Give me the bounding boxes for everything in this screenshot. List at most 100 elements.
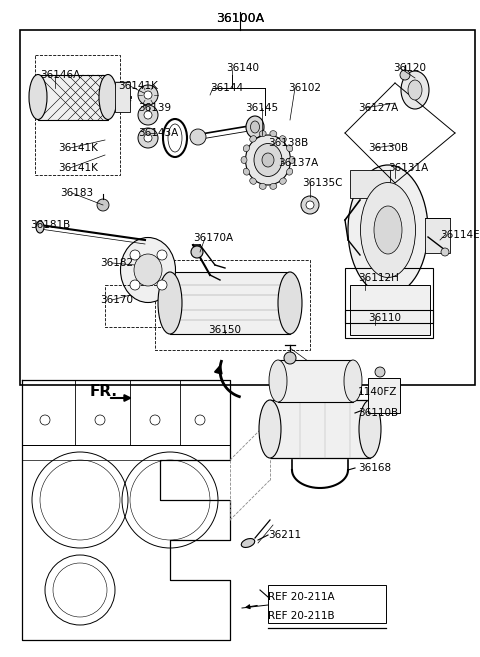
Ellipse shape [374, 206, 402, 254]
Bar [368, 378, 400, 413]
Ellipse shape [168, 124, 182, 152]
Text: FR.: FR. [90, 384, 118, 399]
Circle shape [157, 280, 167, 290]
Circle shape [191, 246, 203, 258]
Ellipse shape [262, 153, 274, 167]
Bar [22, 380, 230, 445]
Text: 36135C: 36135C [302, 178, 343, 188]
Ellipse shape [254, 143, 282, 177]
Text: 36110: 36110 [368, 313, 401, 323]
Ellipse shape [401, 71, 429, 109]
Text: 36170: 36170 [100, 295, 133, 305]
Circle shape [306, 201, 314, 209]
Ellipse shape [250, 136, 256, 142]
Text: 36150: 36150 [208, 325, 241, 335]
Ellipse shape [250, 178, 256, 185]
Text: 36137A: 36137A [278, 158, 318, 168]
Text: 36181B: 36181B [30, 220, 70, 230]
Bar [155, 260, 310, 350]
Bar [268, 585, 386, 623]
Text: 36145: 36145 [245, 103, 278, 113]
Ellipse shape [29, 74, 47, 120]
Text: 36170A: 36170A [193, 233, 233, 243]
Text: 36144: 36144 [210, 83, 243, 93]
Circle shape [138, 128, 158, 148]
Text: 1140FZ: 1140FZ [358, 387, 397, 397]
Ellipse shape [243, 145, 250, 152]
Ellipse shape [348, 165, 428, 295]
Circle shape [138, 85, 158, 105]
Circle shape [130, 280, 140, 290]
Bar [345, 268, 433, 323]
Bar [345, 310, 433, 338]
Ellipse shape [269, 360, 287, 402]
Circle shape [97, 199, 109, 211]
Text: 36110B: 36110B [358, 408, 398, 418]
Circle shape [301, 196, 319, 214]
Circle shape [163, 295, 173, 305]
Text: 36140: 36140 [227, 63, 260, 73]
Ellipse shape [360, 183, 416, 277]
Ellipse shape [280, 136, 286, 142]
Bar [270, 400, 370, 458]
Text: 36143A: 36143A [138, 128, 178, 138]
Text: 36141K: 36141K [118, 81, 158, 91]
Text: 36114E: 36114E [440, 230, 480, 240]
Ellipse shape [408, 80, 422, 100]
Text: 36141K: 36141K [58, 143, 98, 153]
Text: 36112H: 36112H [358, 273, 399, 283]
Circle shape [375, 367, 385, 377]
Ellipse shape [280, 178, 286, 185]
Ellipse shape [246, 116, 264, 138]
Ellipse shape [287, 145, 293, 152]
Bar [38, 75, 108, 120]
Ellipse shape [99, 74, 117, 120]
Circle shape [441, 248, 449, 256]
Ellipse shape [287, 168, 293, 175]
Ellipse shape [241, 539, 255, 547]
Ellipse shape [270, 183, 277, 189]
Bar [35, 55, 120, 175]
Text: 36131A: 36131A [388, 163, 428, 173]
Text: 36120: 36120 [393, 63, 426, 73]
Bar [350, 285, 430, 335]
Ellipse shape [134, 254, 162, 286]
Bar [115, 82, 130, 112]
Bar [278, 360, 353, 402]
Text: 36211: 36211 [268, 530, 301, 540]
Bar [105, 285, 167, 327]
Bar [20, 30, 475, 385]
Text: 36127A: 36127A [358, 103, 398, 113]
Ellipse shape [251, 121, 260, 133]
Circle shape [144, 91, 152, 99]
Ellipse shape [158, 272, 182, 334]
Ellipse shape [259, 400, 281, 458]
Ellipse shape [120, 237, 176, 302]
Bar [170, 272, 290, 334]
Text: 36183: 36183 [60, 188, 93, 198]
Text: 36168: 36168 [358, 463, 391, 473]
Ellipse shape [241, 156, 247, 164]
Text: REF 20-211A: REF 20-211A [268, 592, 335, 602]
Text: 36100A: 36100A [216, 12, 264, 25]
Ellipse shape [259, 183, 266, 189]
Text: 36182: 36182 [100, 258, 133, 268]
Circle shape [190, 129, 206, 145]
Ellipse shape [36, 221, 44, 233]
Text: 36138B: 36138B [268, 138, 308, 148]
Text: 36139: 36139 [138, 103, 171, 113]
Ellipse shape [270, 131, 277, 137]
Text: 36146A: 36146A [40, 70, 80, 80]
Ellipse shape [344, 360, 362, 402]
Bar [350, 170, 390, 198]
Text: REF 20-211B: REF 20-211B [268, 611, 335, 621]
Circle shape [157, 250, 167, 260]
Circle shape [144, 111, 152, 119]
Text: 36141K: 36141K [58, 163, 98, 173]
Text: 36100A: 36100A [216, 12, 264, 25]
Ellipse shape [259, 131, 266, 137]
Circle shape [144, 134, 152, 142]
Bar [425, 218, 450, 253]
Text: 36130B: 36130B [368, 143, 408, 153]
Text: 36102: 36102 [288, 83, 321, 93]
